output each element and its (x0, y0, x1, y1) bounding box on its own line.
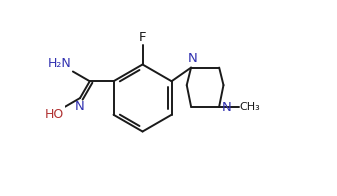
Text: N: N (187, 52, 197, 65)
Text: F: F (139, 31, 146, 44)
Text: HO: HO (45, 108, 64, 121)
Text: N: N (75, 100, 85, 113)
Text: CH₃: CH₃ (240, 102, 261, 112)
Text: H₂N: H₂N (48, 57, 72, 70)
Text: N: N (221, 101, 231, 114)
